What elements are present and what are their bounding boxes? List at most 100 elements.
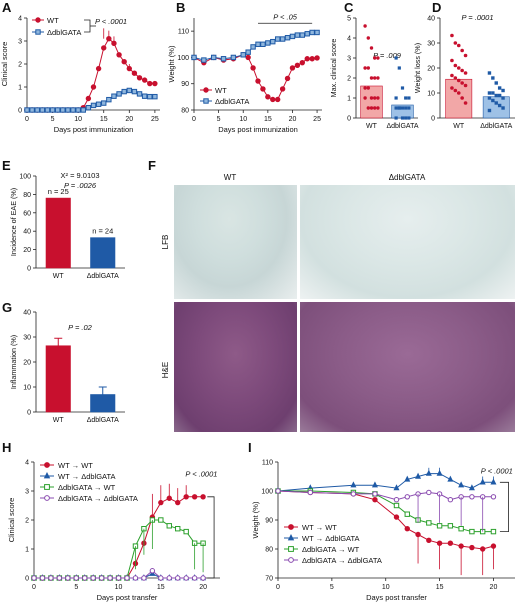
chart-h-series-point	[191, 575, 198, 581]
chart-h-series-point	[183, 528, 189, 535]
chart-i-series-point	[372, 497, 378, 503]
panel-letter-d: D	[432, 0, 441, 15]
chart-c-point-ko	[397, 106, 401, 110]
chart-d-point-ko	[497, 103, 502, 108]
chart-d-point-ko	[501, 106, 505, 110]
chart-d-point-wt	[450, 58, 454, 63]
chart-c-point-wt	[366, 86, 370, 90]
chart-a-series-point	[44, 107, 51, 113]
chart-h-series-point	[175, 526, 181, 532]
chart-b-series-point	[245, 54, 251, 61]
chart-i-series-point	[404, 494, 410, 500]
chart-d-ytick-label: 20	[427, 66, 435, 73]
chart-g-ytick-label: 20	[23, 360, 31, 367]
panel-letter-b: B	[176, 0, 185, 15]
chart-b-series-point	[240, 52, 246, 58]
chart-h-series-point	[48, 575, 54, 581]
chart-b-series-point	[304, 56, 310, 62]
chart-d-point-ko	[497, 93, 502, 98]
chart-h-p-value: P < .0001	[185, 470, 217, 479]
chart-c-point-wt	[363, 96, 367, 100]
chart-c-point-ko	[394, 116, 398, 120]
chart-h-series-point	[166, 523, 172, 529]
chart-d-y-label: Weight loss (%)	[413, 43, 422, 93]
chart-c-ytick-label: 4	[347, 36, 351, 43]
chart-a-series-point	[95, 65, 102, 72]
chart-a-series-point	[141, 93, 148, 99]
chart-a-series-point	[116, 52, 122, 58]
chart-c-point-wt	[376, 56, 380, 60]
chart-c-point-ko	[407, 106, 411, 110]
chart-d-point-wt	[453, 41, 458, 45]
chart-h-y-label: Clinical score	[7, 498, 16, 543]
chart-c-point-wt	[373, 56, 377, 60]
panel-letter-e: E	[2, 158, 11, 173]
chart-b-series-point	[284, 35, 291, 41]
chart-i-series-point	[458, 526, 464, 532]
chart-i-series-point	[447, 540, 454, 546]
chart-h-significance-bracket	[207, 496, 215, 579]
chart-h-series-line-0	[34, 496, 204, 579]
chart-e-bar-0	[45, 197, 71, 269]
chart-d-point-wt	[450, 73, 454, 78]
chart-b-y-label: Weight (%)	[167, 45, 176, 82]
chart-c-point-wt	[369, 76, 374, 80]
chart-c-point-wt	[369, 106, 374, 110]
chart-d-point-ko	[491, 91, 495, 95]
chart-a-series-point	[101, 100, 107, 106]
chart-a-series-point	[49, 107, 56, 113]
chart-c-point-ko	[407, 96, 411, 100]
chart-h-xtick-label: 0	[32, 584, 36, 591]
chart-d-bar-1	[482, 96, 510, 119]
panel-letter-i: I	[248, 440, 252, 455]
histology-he-wt	[174, 302, 297, 432]
chart-i-legend-marker-3	[288, 557, 294, 563]
chart-a-series-point	[111, 93, 117, 99]
chart-d-point-wt	[463, 101, 468, 105]
chart-b-series-point	[230, 54, 237, 61]
chart-h-series-point	[90, 575, 96, 581]
chart-d-point-ko	[501, 88, 505, 93]
chart-c-point-ko	[400, 116, 405, 120]
chart-i-series-point	[275, 488, 281, 494]
f-row-lfb: LFB	[161, 235, 170, 250]
chart-c-category-label: WT	[366, 123, 378, 130]
chart-i-legend-marker-0	[288, 524, 294, 530]
chart-h-legend-marker-0	[44, 462, 50, 468]
chart-h-series-point	[73, 575, 79, 581]
chart-i-legend-label-0: WT → WT	[302, 523, 337, 532]
chart-b-series-point	[274, 36, 281, 42]
chart-b-legend-label-ko: ΔdblGATA	[215, 97, 249, 106]
chart-i-x-label: Days post transfer	[366, 593, 427, 602]
chart-c-ytick-label: 0	[347, 116, 351, 123]
chart-e-y-label: Incidence of EAE (%)	[9, 188, 18, 256]
chart-c-point-ko	[394, 56, 398, 60]
chart-i-series-point	[350, 491, 357, 497]
chart-g-ytick-label: 10	[23, 385, 31, 392]
chart-a-series-point	[65, 107, 71, 113]
chart-a-ytick-label: 1	[18, 85, 22, 92]
chart-i-series-point	[307, 489, 314, 496]
chart-i-series-point	[447, 475, 454, 482]
chart-i-series-point	[469, 544, 475, 551]
chart-d-point-wt	[463, 83, 468, 88]
chart-h-series-point	[56, 575, 63, 581]
chart-a-series-point	[54, 107, 61, 113]
chart-c-point-wt	[366, 106, 370, 110]
chart-b-legend-marker-wt	[203, 87, 209, 93]
chart-h-series-point	[39, 575, 46, 581]
chart-g-category-label: ΔdblGATA	[87, 417, 119, 424]
chart-d-ytick-label: 10	[427, 91, 435, 98]
chart-a-series-point	[29, 107, 35, 113]
chart-h-series-point	[132, 575, 139, 581]
chart-e-chi-square: X² = 9.0103	[61, 171, 100, 180]
chart-i-ytick-label: 100	[261, 489, 273, 496]
chart-c-point-wt	[376, 106, 380, 110]
chart-b-series-point	[210, 54, 217, 61]
chart-h-ytick-label: 0	[25, 576, 29, 583]
chart-c-point-wt	[363, 86, 367, 90]
chart-b-series-point	[250, 44, 256, 50]
chart-c-point-wt	[376, 76, 380, 80]
